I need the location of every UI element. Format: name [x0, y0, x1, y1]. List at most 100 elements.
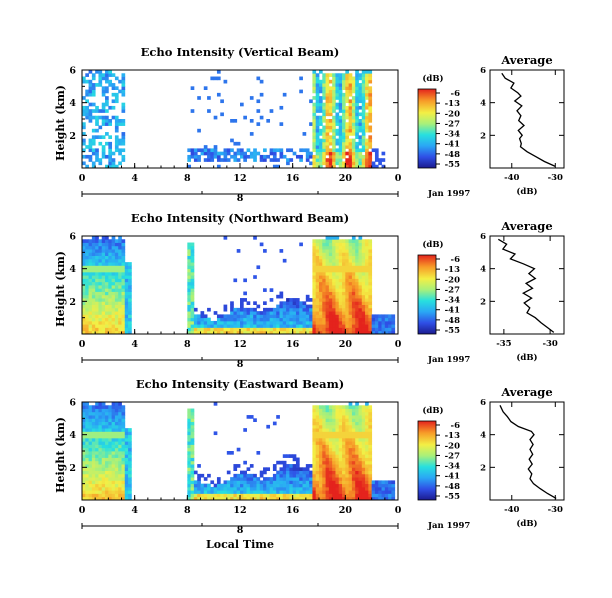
heatmap-cell — [114, 457, 119, 462]
heatmap-cell — [355, 405, 359, 409]
heatmap-cell — [223, 158, 228, 162]
heatmap-cell — [348, 258, 353, 263]
vertical-beam-colorbar-label: (dB) — [422, 73, 443, 84]
heatmap-cell — [240, 470, 244, 475]
heatmap-cell — [101, 262, 106, 266]
heatmap-cell — [358, 486, 363, 491]
heatmap-cell — [319, 460, 323, 465]
heatmap-cell — [101, 444, 106, 449]
heatmap-cell — [193, 327, 198, 332]
heatmap-cell — [187, 457, 192, 462]
heatmap-cell — [312, 128, 317, 133]
heatmap-cell — [114, 86, 119, 90]
heatmap-cell — [82, 255, 86, 260]
heatmap-cell — [322, 428, 326, 432]
heatmap-cell — [365, 483, 369, 488]
heatmap-cell — [190, 86, 195, 90]
heatmap-cell — [319, 102, 323, 107]
heatmap-cell — [361, 76, 366, 81]
heatmap-cell — [315, 418, 320, 422]
heatmap-cell — [91, 252, 96, 256]
heatmap-cell — [292, 493, 297, 498]
heatmap-cell — [230, 314, 234, 319]
heatmap-cell — [335, 424, 340, 429]
heatmap-cell — [365, 145, 369, 149]
heatmap-cell — [322, 73, 326, 77]
heatmap-cell — [299, 327, 303, 332]
heatmap-cell — [121, 451, 126, 455]
heatmap-cell — [98, 317, 103, 322]
heatmap-cell — [312, 70, 317, 74]
heatmap-cell — [91, 268, 96, 273]
heatmap-cell — [220, 324, 224, 328]
heatmap-cell — [226, 317, 231, 322]
heatmap-cell — [368, 493, 373, 498]
heatmap-cell — [121, 477, 126, 481]
heatmap-cell — [365, 330, 369, 335]
heatmap-cell — [342, 457, 346, 462]
heatmap-cell — [368, 408, 373, 413]
heatmap-cell — [226, 314, 231, 319]
heatmap-cell — [282, 327, 287, 332]
heatmap-cell — [269, 158, 274, 162]
heatmap-cell — [266, 490, 271, 494]
heatmap-cell — [335, 311, 340, 315]
heatmap-cell — [305, 148, 310, 153]
heatmap-cell — [85, 239, 89, 243]
heatmap-cell — [98, 473, 103, 478]
heatmap-cell — [253, 307, 257, 312]
heatmap-cell — [335, 92, 340, 97]
heatmap-cell — [114, 330, 119, 335]
heatmap-cell — [85, 278, 89, 283]
heatmap-cell — [240, 314, 244, 319]
heatmap-cell — [243, 493, 247, 498]
heatmap-cell — [322, 275, 326, 279]
heatmap-cell — [279, 483, 284, 488]
heatmap-cell — [95, 320, 99, 325]
heatmap-cell — [213, 324, 218, 328]
heatmap-cell — [351, 424, 356, 429]
heatmap-cell — [114, 125, 119, 130]
heatmap-cell — [295, 311, 300, 315]
heatmap-cell — [108, 252, 113, 256]
heatmap-cell — [88, 480, 93, 485]
heatmap-cell — [128, 447, 132, 452]
heatmap-cell — [95, 437, 99, 442]
heatmap-cell — [266, 496, 271, 501]
heatmap-cell — [358, 421, 363, 426]
heatmap-cell — [95, 324, 99, 328]
heatmap-cell — [325, 486, 330, 491]
heatmap-cell — [325, 451, 330, 455]
heatmap-cell — [88, 245, 93, 250]
heatmap-cell — [335, 105, 340, 110]
heatmap-cell — [101, 320, 106, 325]
heatmap-cell — [361, 115, 366, 120]
heatmap-cell — [213, 431, 218, 436]
heatmap-cell — [312, 454, 317, 458]
heatmap-cell — [345, 320, 350, 325]
heatmap-cell — [342, 447, 346, 452]
heatmap-cell — [95, 451, 99, 455]
heatmap-cell — [210, 148, 215, 153]
heatmap-cell — [315, 265, 320, 270]
heatmap-cell — [295, 314, 300, 319]
heatmap-cell — [351, 125, 356, 130]
heatmap-cell — [342, 464, 346, 468]
heatmap-cell — [282, 454, 287, 458]
heatmap-cell — [282, 460, 287, 465]
heatmap-cell — [220, 317, 224, 322]
heatmap-cell — [348, 268, 353, 273]
heatmap-cell — [368, 304, 373, 309]
heatmap-cell — [114, 477, 119, 481]
heatmap-cell — [124, 473, 129, 478]
heatmap-cell — [286, 304, 290, 309]
heatmap-cell — [236, 141, 241, 146]
heatmap-cell — [361, 415, 366, 419]
heatmap-cell — [332, 86, 336, 90]
heatmap-cell — [358, 278, 363, 283]
heatmap-cell — [348, 304, 353, 309]
heatmap-cell — [91, 258, 96, 263]
heatmap-cell — [240, 148, 244, 153]
heatmap-cell — [101, 434, 106, 439]
heatmap-cell — [190, 483, 195, 488]
